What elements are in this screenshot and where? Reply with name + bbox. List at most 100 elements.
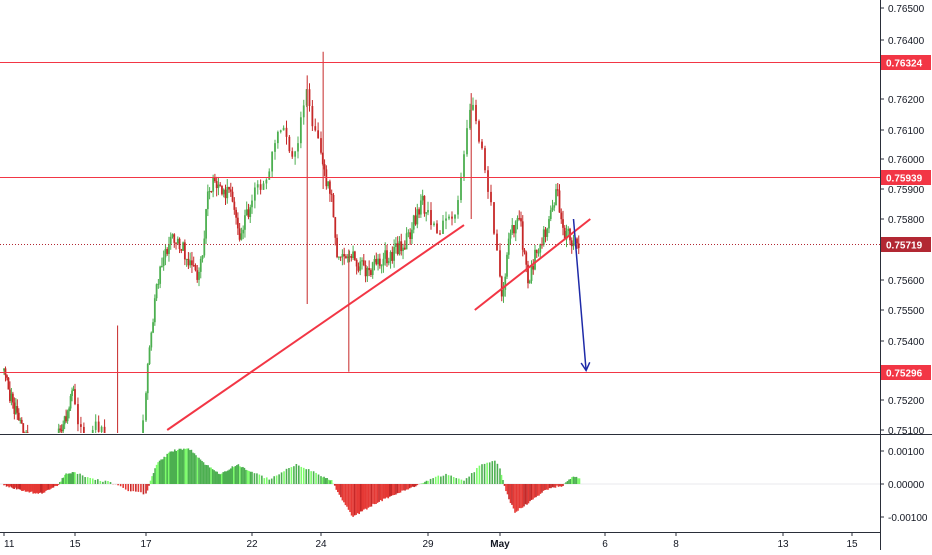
candle[interactable] — [142, 414, 144, 459]
candle[interactable] — [513, 224, 515, 238]
candle[interactable] — [183, 239, 186, 266]
candle[interactable] — [378, 253, 381, 269]
candle[interactable] — [16, 399, 19, 420]
candle[interactable] — [355, 258, 358, 275]
candle[interactable] — [305, 89, 308, 108]
candle[interactable] — [72, 385, 75, 392]
candle[interactable] — [219, 182, 222, 187]
candle[interactable] — [496, 229, 498, 251]
candle[interactable] — [527, 260, 529, 289]
candle[interactable] — [521, 215, 524, 257]
candle[interactable] — [454, 214, 456, 223]
candle[interactable] — [169, 232, 172, 250]
candle[interactable] — [194, 263, 197, 272]
candle[interactable] — [26, 424, 29, 456]
candle[interactable] — [317, 122, 320, 139]
candle[interactable] — [314, 118, 317, 132]
candle[interactable] — [511, 218, 514, 235]
oscillator-histogram[interactable] — [0, 448, 880, 517]
candle[interactable] — [74, 383, 76, 406]
candle[interactable] — [534, 245, 536, 271]
candle[interactable] — [412, 214, 415, 234]
candle[interactable] — [191, 251, 193, 273]
candle[interactable] — [265, 178, 268, 190]
main-pane[interactable] — [3, 51, 591, 471]
candle[interactable] — [249, 204, 252, 223]
candle[interactable] — [516, 215, 519, 230]
candle[interactable] — [282, 125, 285, 131]
candle[interactable] — [387, 257, 390, 266]
candle[interactable] — [407, 229, 410, 238]
price-axis[interactable]: 0.76500 0.76400 0.76200 0.76100 0.76000 0.759… — [880, 4, 925, 437]
candle[interactable] — [402, 243, 404, 260]
candle[interactable] — [226, 178, 229, 204]
candle[interactable] — [9, 381, 11, 403]
candle[interactable] — [222, 188, 225, 198]
candle[interactable] — [542, 226, 545, 247]
candle[interactable] — [368, 260, 371, 277]
candle[interactable] — [398, 236, 401, 256]
candle[interactable] — [22, 423, 25, 438]
candle[interactable] — [68, 406, 70, 419]
candle[interactable] — [302, 99, 305, 125]
trendline[interactable] — [166, 224, 465, 431]
candle[interactable] — [159, 265, 162, 289]
candle[interactable] — [463, 150, 465, 181]
candle[interactable] — [535, 249, 538, 258]
candle[interactable] — [279, 129, 282, 134]
candle[interactable] — [330, 189, 333, 202]
candle[interactable] — [161, 257, 163, 268]
candle[interactable] — [563, 225, 566, 241]
candle[interactable] — [240, 227, 243, 241]
candle[interactable] — [198, 267, 200, 287]
candle[interactable] — [405, 227, 408, 250]
down-arrow[interactable] — [572, 218, 591, 373]
candle[interactable] — [82, 422, 85, 448]
candle[interactable] — [201, 255, 204, 263]
candle[interactable] — [350, 253, 353, 262]
candle[interactable] — [91, 425, 94, 440]
candle[interactable] — [62, 420, 65, 437]
candle[interactable] — [189, 252, 192, 268]
candle[interactable] — [366, 266, 369, 282]
candle[interactable] — [217, 176, 220, 196]
candle[interactable] — [152, 318, 154, 334]
candle[interactable] — [523, 248, 526, 255]
candle[interactable] — [555, 183, 557, 206]
level-price-tag[interactable] — [881, 365, 931, 380]
candle[interactable] — [148, 345, 151, 366]
candle[interactable] — [373, 255, 376, 271]
candle[interactable] — [150, 331, 153, 351]
trendlines[interactable] — [166, 218, 591, 431]
candle[interactable] — [176, 236, 179, 246]
candle[interactable] — [518, 210, 521, 221]
candle[interactable] — [546, 227, 549, 241]
candle[interactable] — [291, 147, 294, 159]
candle[interactable] — [439, 230, 441, 236]
candle[interactable] — [7, 377, 10, 390]
candle[interactable] — [3, 368, 5, 375]
candle[interactable] — [493, 201, 495, 235]
candle[interactable] — [162, 250, 165, 271]
candle[interactable] — [238, 222, 241, 242]
candle[interactable] — [336, 234, 338, 259]
candle[interactable] — [457, 195, 459, 219]
candle[interactable] — [271, 151, 274, 178]
candle[interactable] — [196, 265, 199, 283]
candle[interactable] — [341, 249, 344, 266]
candle[interactable] — [565, 224, 568, 248]
candle[interactable] — [146, 362, 149, 400]
candle[interactable] — [567, 226, 570, 236]
candle[interactable] — [423, 195, 426, 217]
candle[interactable] — [71, 387, 73, 402]
candle[interactable] — [577, 235, 580, 255]
candle[interactable] — [6, 374, 8, 381]
candle[interactable] — [448, 214, 450, 221]
candle[interactable] — [235, 207, 237, 225]
horizontal-levels[interactable]: 0.76324 0.75939 0.75719 0.75296 — [0, 55, 931, 380]
candle[interactable] — [25, 429, 28, 439]
candle[interactable] — [560, 208, 563, 224]
candle[interactable] — [409, 228, 412, 245]
candle[interactable] — [427, 201, 429, 216]
candle[interactable] — [299, 111, 302, 149]
